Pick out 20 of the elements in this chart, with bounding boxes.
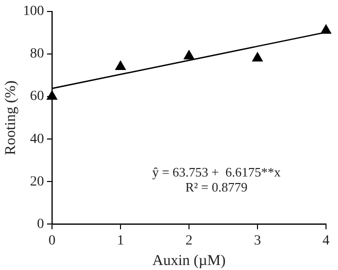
point <box>46 90 58 100</box>
x-tick-label: 2 <box>186 233 192 248</box>
x-tick-label: 0 <box>48 233 56 248</box>
y-tick-label: 0 <box>37 216 44 232</box>
y-tick-label: 80 <box>30 46 44 62</box>
y-tick-label: 60 <box>30 89 44 104</box>
point <box>115 60 126 70</box>
annotation: R² = 0.8779 <box>185 180 248 195</box>
y-axis-title: Rooting (%) <box>2 80 19 156</box>
y-tick-label: 20 <box>30 174 44 190</box>
y-tick-label: 100 <box>23 4 44 20</box>
x-tick-label: 1 <box>117 233 124 248</box>
point <box>320 24 332 34</box>
point <box>252 52 263 62</box>
y-tick-label: 40 <box>30 132 44 147</box>
point <box>184 50 194 60</box>
annotation: ŷ = 63.753 + 6.6175**x <box>152 164 282 180</box>
x-tick-label: 4 <box>322 233 330 248</box>
x-tick-label: 3 <box>254 233 261 248</box>
x-axis-title: Auxin (µM) <box>152 252 226 269</box>
